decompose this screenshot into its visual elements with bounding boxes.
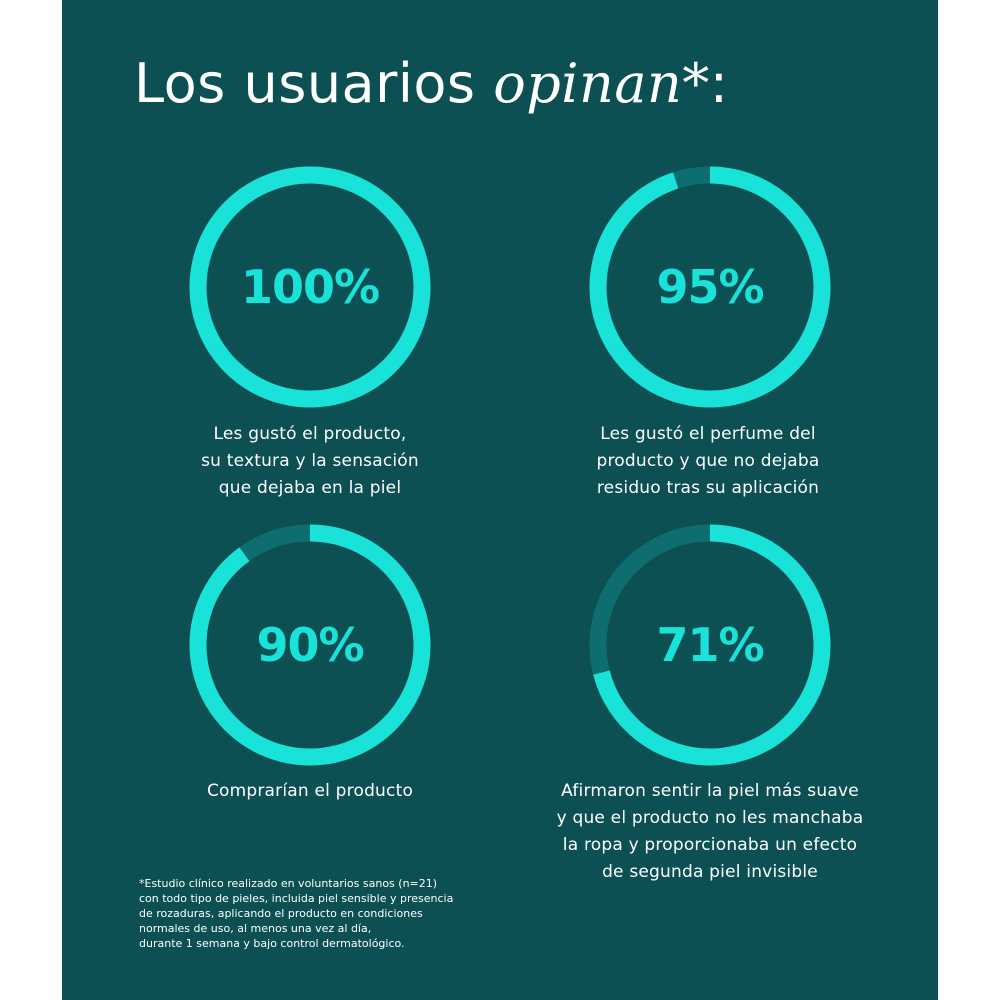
title-suffix: : (709, 52, 729, 115)
donut-chart-4: 71% (589, 524, 831, 766)
caption-line: producto y que no dejaba (596, 451, 820, 471)
percentage-label: 100% (241, 260, 379, 314)
percentage-label: 95% (656, 260, 763, 314)
ring-progress (589, 524, 831, 766)
stat-caption-4: Afirmaron sentir la piel más suave y que… (530, 778, 890, 886)
title-emphasis: opinan* (493, 52, 710, 115)
footnote-line: normales de uso, al menos una vez al día… (139, 922, 372, 935)
footnote-line: con todo tipo de pieles, incluida piel s… (139, 892, 454, 905)
infographic-panel (62, 0, 938, 1000)
donut-chart-3: 90% (189, 524, 431, 766)
caption-line: que dejaba en la piel (218, 478, 402, 498)
page-title: Los usuarios opinan*: (134, 46, 729, 122)
caption-line: la ropa y proporcionaba un efecto (562, 835, 858, 855)
ring-progress (189, 524, 431, 766)
stat-caption-2: Les gustó el perfume del producto y que … (558, 421, 858, 502)
donut-chart-2: 95% (589, 166, 831, 408)
caption-line: Afirmaron sentir la piel más suave (561, 781, 859, 801)
donut-chart-1: 100% (189, 166, 431, 408)
study-footnote: *Estudio clínico realizado en voluntario… (139, 876, 453, 951)
caption-line: su textura y la sensación (201, 451, 419, 471)
ring-progress (189, 166, 431, 408)
footnote-line: de rozaduras, aplicando el producto en c… (139, 907, 423, 920)
stat-caption-3: Comprarían el producto (160, 778, 460, 805)
caption-line: Les gustó el perfume del (600, 424, 816, 444)
caption-line: residuo tras su aplicación (596, 478, 820, 498)
caption-line: Comprarían el producto (206, 781, 414, 801)
footnote-line: *Estudio clínico realizado en voluntario… (139, 877, 438, 890)
percentage-label: 90% (256, 618, 363, 672)
percentage-label: 71% (656, 618, 763, 672)
footnote-line: durante 1 semana y bajo control dermatol… (139, 937, 405, 950)
ring-progress (589, 166, 831, 408)
caption-line: y que el producto no les manchaba (556, 808, 864, 828)
caption-line: de segunda piel invisible (602, 862, 818, 882)
title-plain: Los usuarios (134, 52, 494, 115)
caption-line: Les gustó el producto, (213, 424, 407, 444)
stat-caption-1: Les gustó el producto, su textura y la s… (160, 421, 460, 502)
